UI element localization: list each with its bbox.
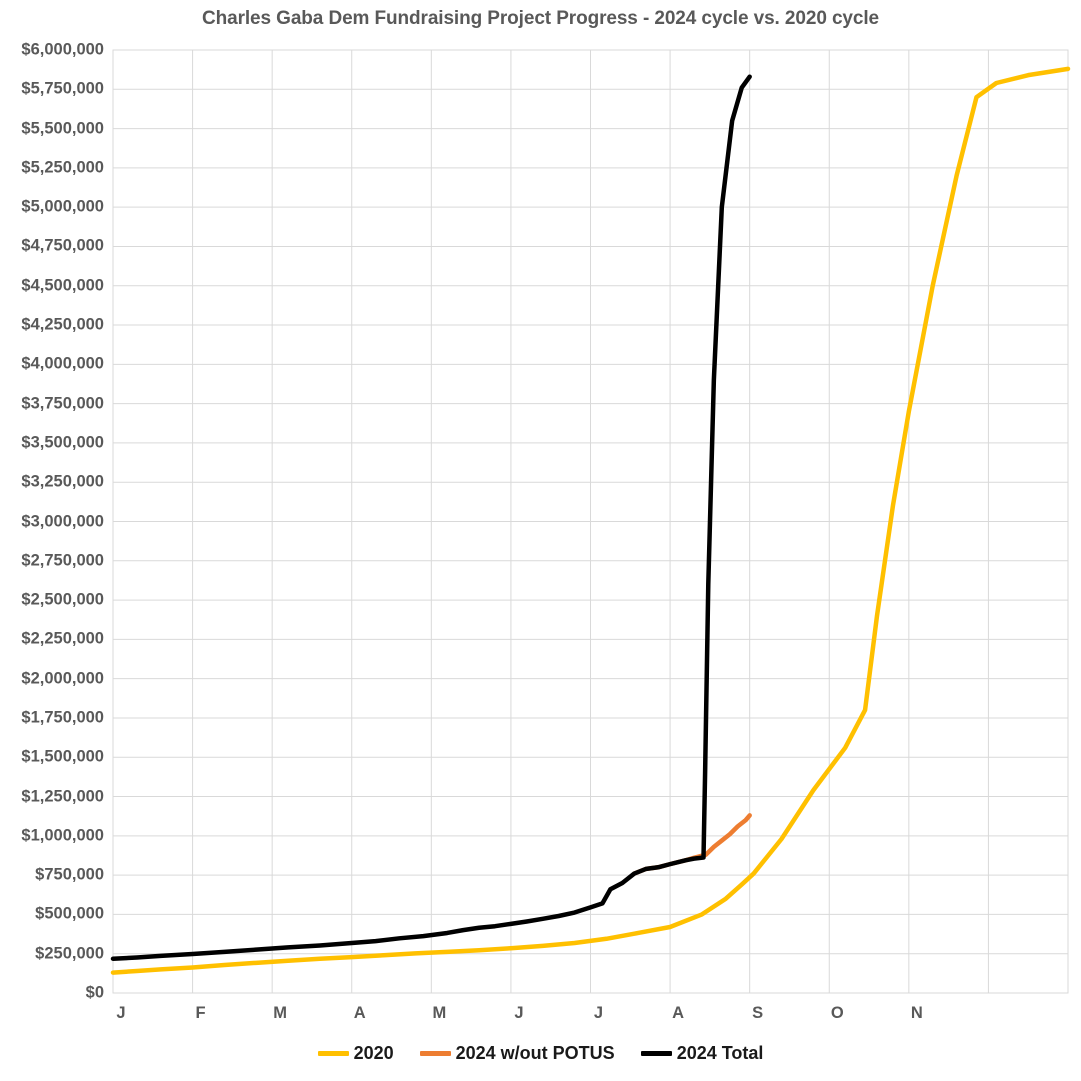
legend-swatch-icon [419, 1051, 451, 1056]
y-axis-tick-label: $5,750,000 [21, 79, 104, 98]
x-axis-tick-label: N [910, 1004, 923, 1022]
legend-item-2024-without-potus[interactable]: 2024 w/out POTUS [419, 1043, 615, 1064]
y-axis-tick-label: $0 [85, 983, 104, 1002]
y-axis-tick-label: $1,500,000 [21, 747, 104, 766]
legend-label: 2024 Total [676, 1043, 764, 1063]
plot-border [112, 49, 1069, 994]
x-axis-tick-label: A [672, 1004, 685, 1022]
x-axis-tick-label: M [273, 1004, 288, 1022]
x-axis-tick-label: J [514, 1004, 524, 1022]
x-axis-tick-label: J [593, 1004, 604, 1022]
y-axis-tick-label: $5,000,000 [21, 197, 104, 216]
x-axis-tick-label: O [830, 1004, 844, 1022]
legend-label: 2024 w/out POTUS [455, 1043, 615, 1063]
y-axis-tick-label: $5,250,000 [21, 158, 104, 177]
x-axis-tick-label: A [353, 1004, 366, 1022]
y-axis-tick-label: $750,000 [35, 865, 104, 884]
y-axis-tick-label: $2,000,000 [21, 669, 104, 688]
y-axis-tick-label: $4,750,000 [21, 236, 104, 255]
x-axis-tick-label: J [116, 1004, 126, 1022]
series-line-2024-total [110, 74, 752, 961]
y-axis-tick-label: $2,500,000 [21, 590, 104, 609]
y-axis-tick-label: $1,250,000 [21, 787, 104, 806]
y-axis-tick-label: $4,500,000 [21, 276, 104, 295]
y-axis-tick-label: $3,000,000 [21, 512, 104, 530]
y-axis-tick-label: $2,250,000 [21, 629, 104, 648]
y-axis-tick-label: $500,000 [35, 904, 104, 923]
x-axis-tick-label: F [195, 1004, 206, 1022]
y-axis-tick-label: $3,500,000 [21, 433, 104, 452]
legend-swatch-icon [640, 1051, 672, 1056]
chart-legend: 2020 2024 w/out POTUS 2024 Total [0, 1043, 1081, 1064]
chart-title: Charles Gaba Dem Fundraising Project Pro… [201, 8, 880, 29]
x-axis-tick-label: M [432, 1004, 447, 1022]
y-axis-tick-label: $2,750,000 [21, 551, 104, 570]
y-axis-tick-label: $4,000,000 [21, 354, 104, 373]
legend-swatch-icon [317, 1051, 349, 1056]
y-axis-tick-label: $3,250,000 [21, 472, 104, 491]
legend-item-2024-total[interactable]: 2024 Total [640, 1043, 764, 1064]
y-axis-tick-label: $5,500,000 [21, 119, 104, 138]
y-axis-tick-label: $6,000,000 [21, 40, 104, 59]
y-axis-tick-label: $1,750,000 [21, 708, 104, 727]
y-axis-tick-label: $1,000,000 [21, 826, 104, 845]
y-axis-tick-label: $3,750,000 [21, 394, 104, 413]
y-axis-tick-label: $250,000 [35, 944, 104, 963]
legend-label: 2020 [353, 1043, 394, 1063]
series-line-2020 [110, 66, 1071, 975]
legend-item-2020[interactable]: 2020 [317, 1043, 394, 1064]
x-axis-tick-label: S [752, 1004, 764, 1022]
y-axis-tick-label: $4,250,000 [21, 315, 104, 334]
